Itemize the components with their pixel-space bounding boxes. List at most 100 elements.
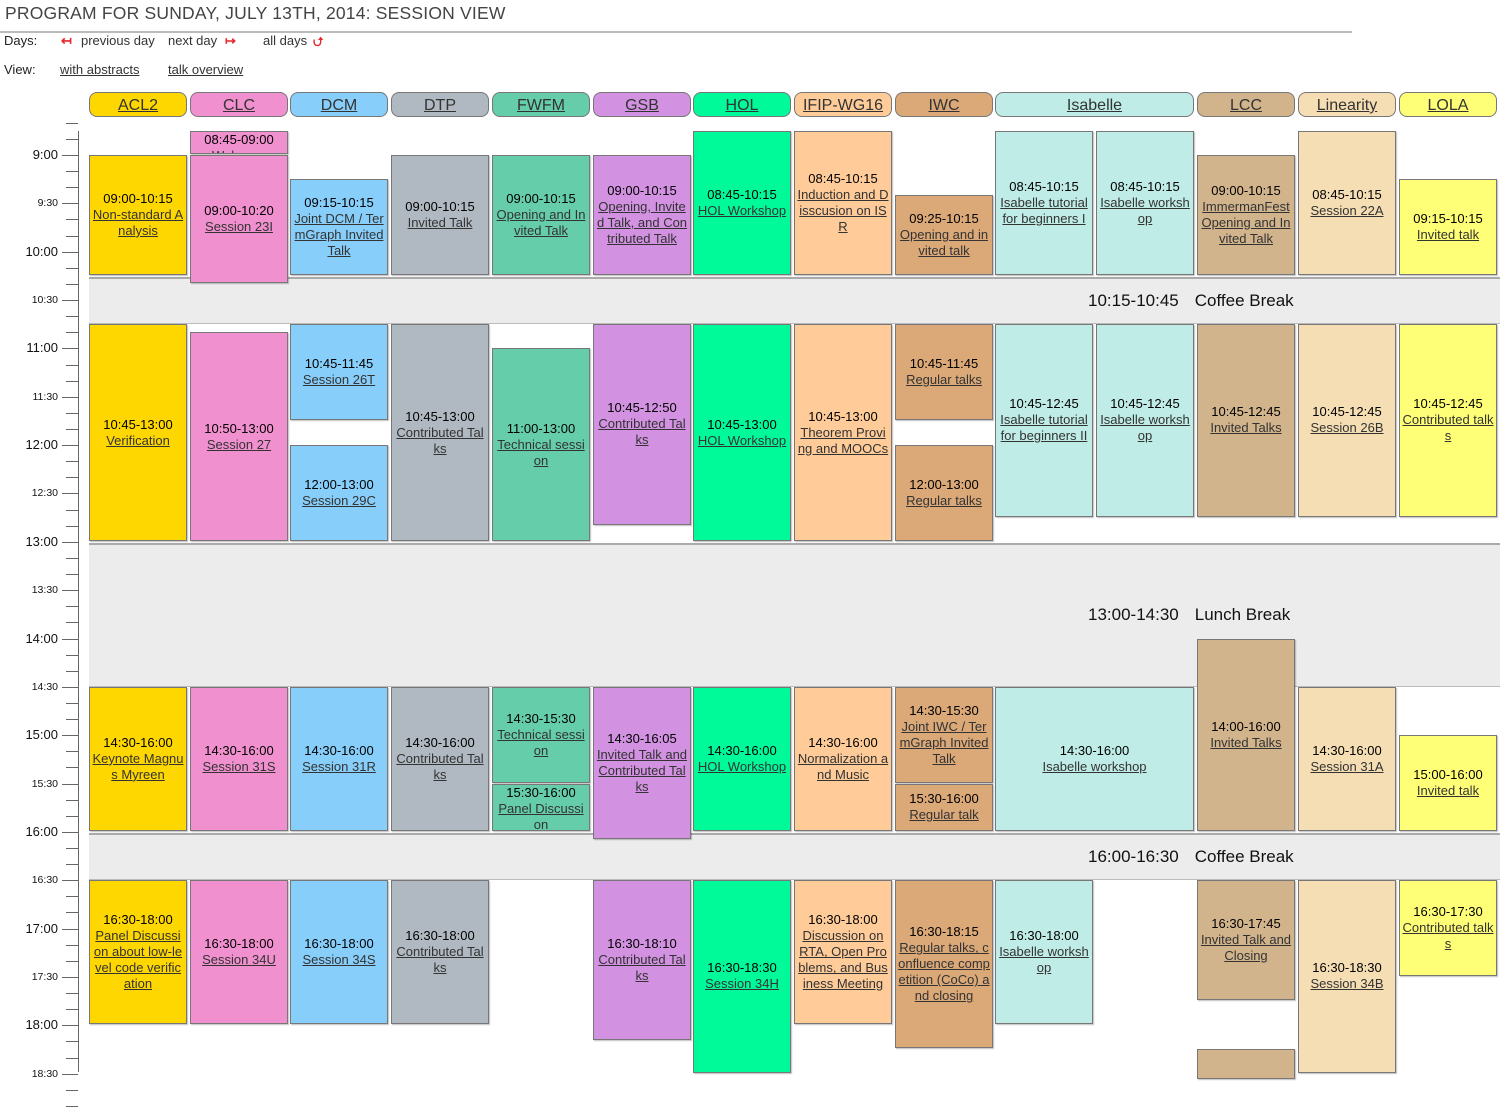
- session-title-link[interactable]: Invited Talks: [1210, 420, 1282, 436]
- session-title-link[interactable]: Session 34U: [202, 952, 276, 968]
- session-title-link[interactable]: Session 34S: [302, 952, 376, 968]
- session-title-link[interactable]: Invited talk: [1416, 227, 1480, 243]
- session-box[interactable]: 10:45-13:00 Contributed Talks: [391, 324, 489, 541]
- session-box[interactable]: 10:45-12:45 Contributed talks: [1399, 324, 1497, 517]
- session-box[interactable]: 14:30-16:00 Session 31R: [290, 686, 388, 831]
- session-title-link[interactable]: HOL Workshop: [697, 758, 787, 774]
- session-title-link[interactable]: Session 31R: [302, 758, 376, 774]
- session-title-link[interactable]: Regular talks, confluence competition (C…: [898, 940, 990, 1004]
- session-box[interactable]: 16:30-18:10 Contributed Talks: [593, 880, 691, 1041]
- session-title-link[interactable]: Contributed talks: [1402, 412, 1494, 444]
- session-box[interactable]: 15:00-16:00 Invited talk: [1399, 735, 1497, 831]
- session-box[interactable]: 12:00-13:00 Session 29C: [290, 445, 388, 541]
- session-box[interactable]: 10:50-13:00 Session 27: [190, 332, 288, 541]
- session-box[interactable]: 16:30-18:30 Session 34B: [1298, 880, 1396, 1073]
- session-title-link[interactable]: ImmermanFest Opening and Invited Talk: [1201, 198, 1291, 246]
- track-header-gsb[interactable]: GSB: [593, 92, 691, 117]
- session-box[interactable]: 09:15-10:15 Joint DCM / TermGraph Invited…: [290, 179, 388, 275]
- session-title-link[interactable]: Opening, Invited Talk, and Contributed T…: [596, 198, 688, 246]
- all-days-link[interactable]: all days: [263, 33, 308, 48]
- session-box[interactable]: 09:00-10:15 ImmermanFest Opening and Invi…: [1197, 155, 1295, 275]
- session-title-link[interactable]: Theorem Proving and MOOCs: [797, 424, 889, 456]
- next-day-link[interactable]: next day: [168, 33, 218, 48]
- session-title-link[interactable]: Session 31A: [1310, 758, 1384, 774]
- session-title-link[interactable]: Session 22A: [1310, 202, 1384, 218]
- session-title-link[interactable]: Induction and Disscusion on ISR: [797, 186, 889, 234]
- session-box[interactable]: 08:45-09:00Welcome: [190, 130, 288, 154]
- session-box[interactable]: 14:30-16:00 HOL Workshop: [693, 686, 791, 831]
- track-header-fwfm[interactable]: FWFM: [492, 92, 590, 117]
- session-box[interactable]: 10:45-11:45 Session 26T: [290, 324, 388, 420]
- session-title-link[interactable]: Isabelle workshop: [1100, 194, 1190, 226]
- session-box[interactable]: 08:45-10:15 HOL Workshop: [693, 130, 791, 275]
- previous-day-link[interactable]: previous day: [81, 33, 155, 48]
- session-title-link[interactable]: HOL Workshop: [697, 202, 787, 218]
- session-title-link[interactable]: Contributed Talks: [598, 952, 686, 984]
- session-title-link[interactable]: Session 31S: [202, 758, 276, 774]
- session-box[interactable]: 16:30-18:00 Discussion on RTA, Open Probl…: [794, 880, 892, 1025]
- track-header-dcm[interactable]: DCM: [290, 92, 388, 117]
- session-box[interactable]: 09:00-10:15 Invited Talk: [391, 155, 489, 275]
- session-box[interactable]: 09:00-10:15 Opening and Invited Talk: [492, 155, 590, 275]
- session-title-link[interactable]: Isabelle workshop: [999, 944, 1089, 976]
- session-box[interactable]: 10:45-13:00 Verification: [89, 324, 187, 541]
- session-box[interactable]: 14:30-16:00 Isabelle workshop: [995, 686, 1194, 831]
- session-title-link[interactable]: HOL Workshop: [697, 432, 787, 448]
- track-header-lcc[interactable]: LCC: [1197, 92, 1295, 117]
- session-title-link[interactable]: Technical session: [497, 726, 585, 758]
- session-box[interactable]: 10:45-13:00 HOL Workshop: [693, 324, 791, 541]
- session-box[interactable]: 14:30-16:05 Invited Talk and Contributed …: [593, 686, 691, 839]
- session-title-link[interactable]: Session 27: [206, 436, 272, 452]
- session-title-link[interactable]: Invited Talk and Closing: [1200, 932, 1292, 964]
- session-title-link[interactable]: Invited Talk and Contributed Talks: [596, 746, 688, 794]
- session-title-link[interactable]: Session 29C: [302, 492, 376, 508]
- session-box[interactable]: 10:45-12:45 Invited Talks: [1197, 324, 1295, 517]
- session-box[interactable]: 09:00-10:20 Session 23I: [190, 155, 288, 283]
- session-title-link[interactable]: Contributed talks: [1402, 920, 1494, 952]
- session-title-link[interactable]: Regular talk: [909, 807, 979, 823]
- session-box[interactable]: 14:30-16:00 Normalization and Music: [794, 686, 892, 831]
- with-abstracts-link[interactable]: with abstracts: [60, 62, 140, 77]
- session-title-link[interactable]: Keynote Magnus Myreen: [92, 750, 184, 782]
- session-title-link[interactable]: Contributed Talks: [598, 416, 686, 448]
- session-box[interactable]: 16:30-18:00 Contributed Talks: [391, 880, 489, 1025]
- session-box[interactable]: 09:00-10:15 Non-standard Analysis: [89, 155, 187, 275]
- track-header-dtp[interactable]: DTP: [391, 92, 489, 117]
- track-header-acl2[interactable]: ACL2: [89, 92, 187, 117]
- session-box[interactable]: 10:45-12:45 Isabelle tutorial for beginne…: [995, 324, 1093, 517]
- session-title-link[interactable]: Invited Talk: [407, 214, 473, 230]
- session-box[interactable]: 09:25-10:15 Opening and invited talk: [895, 195, 993, 275]
- session-title-link[interactable]: Isabelle tutorial for beginners I: [1000, 194, 1088, 226]
- session-box[interactable]: 16:30-18:00 Session 34S: [290, 880, 388, 1025]
- session-box[interactable]: 14:30-16:00 Session 31A: [1298, 686, 1396, 831]
- session-box[interactable]: 16:30-17:45 Invited Talk and Closing: [1197, 880, 1295, 1001]
- session-title-link[interactable]: Contributed Talks: [396, 750, 484, 782]
- session-title-link[interactable]: Invited talk: [1416, 783, 1480, 799]
- session-box[interactable]: [1197, 1049, 1295, 1079]
- session-box[interactable]: 16:30-18:15 Regular talks, confluence com…: [895, 880, 993, 1049]
- session-box[interactable]: 11:00-13:00 Technical session: [492, 348, 590, 541]
- arrow-left-bar-icon[interactable]: ↤: [61, 33, 72, 48]
- session-title-link[interactable]: Regular talks: [906, 372, 982, 388]
- session-box[interactable]: 08:45-10:15 Isabelle workshop: [1096, 130, 1194, 275]
- session-title-link[interactable]: Isabelle workshop: [1100, 412, 1190, 444]
- session-title-link[interactable]: Verification: [106, 432, 170, 448]
- session-title-link[interactable]: Regular talks: [906, 492, 982, 508]
- session-box[interactable]: 16:30-18:00 Panel Discussion about low-le…: [89, 880, 187, 1025]
- loop-arrows-icon[interactable]: ⮍: [313, 34, 324, 49]
- session-box[interactable]: 08:45-10:15 Isabelle tutorial for beginne…: [995, 130, 1093, 275]
- track-header-linearity[interactable]: Linearity: [1298, 92, 1396, 117]
- track-header-isabelle[interactable]: Isabelle: [995, 92, 1194, 117]
- session-box[interactable]: 16:30-18:00 Isabelle workshop: [995, 880, 1093, 1025]
- session-box[interactable]: 10:45-12:45 Isabelle workshop: [1096, 324, 1194, 517]
- session-title-link[interactable]: Discussion on RTA, Open Problems, and Bu…: [798, 928, 888, 992]
- session-box[interactable]: 10:45-12:45 Session 26B: [1298, 324, 1396, 517]
- session-box[interactable]: 15:30-16:00 Panel Discussion: [492, 783, 590, 831]
- session-title-link[interactable]: Technical session: [497, 436, 585, 468]
- session-box[interactable]: 12:00-13:00 Regular talks: [895, 445, 993, 541]
- session-box[interactable]: 09:15-10:15 Invited talk: [1399, 179, 1497, 275]
- session-title-link[interactable]: Session 23I: [205, 218, 273, 234]
- session-box[interactable]: 10:45-13:00 Theorem Proving and MOOCs: [794, 324, 892, 541]
- session-title-link[interactable]: Isabelle tutorial for beginners II: [1000, 412, 1088, 444]
- track-header-lola[interactable]: LOLA: [1399, 92, 1497, 117]
